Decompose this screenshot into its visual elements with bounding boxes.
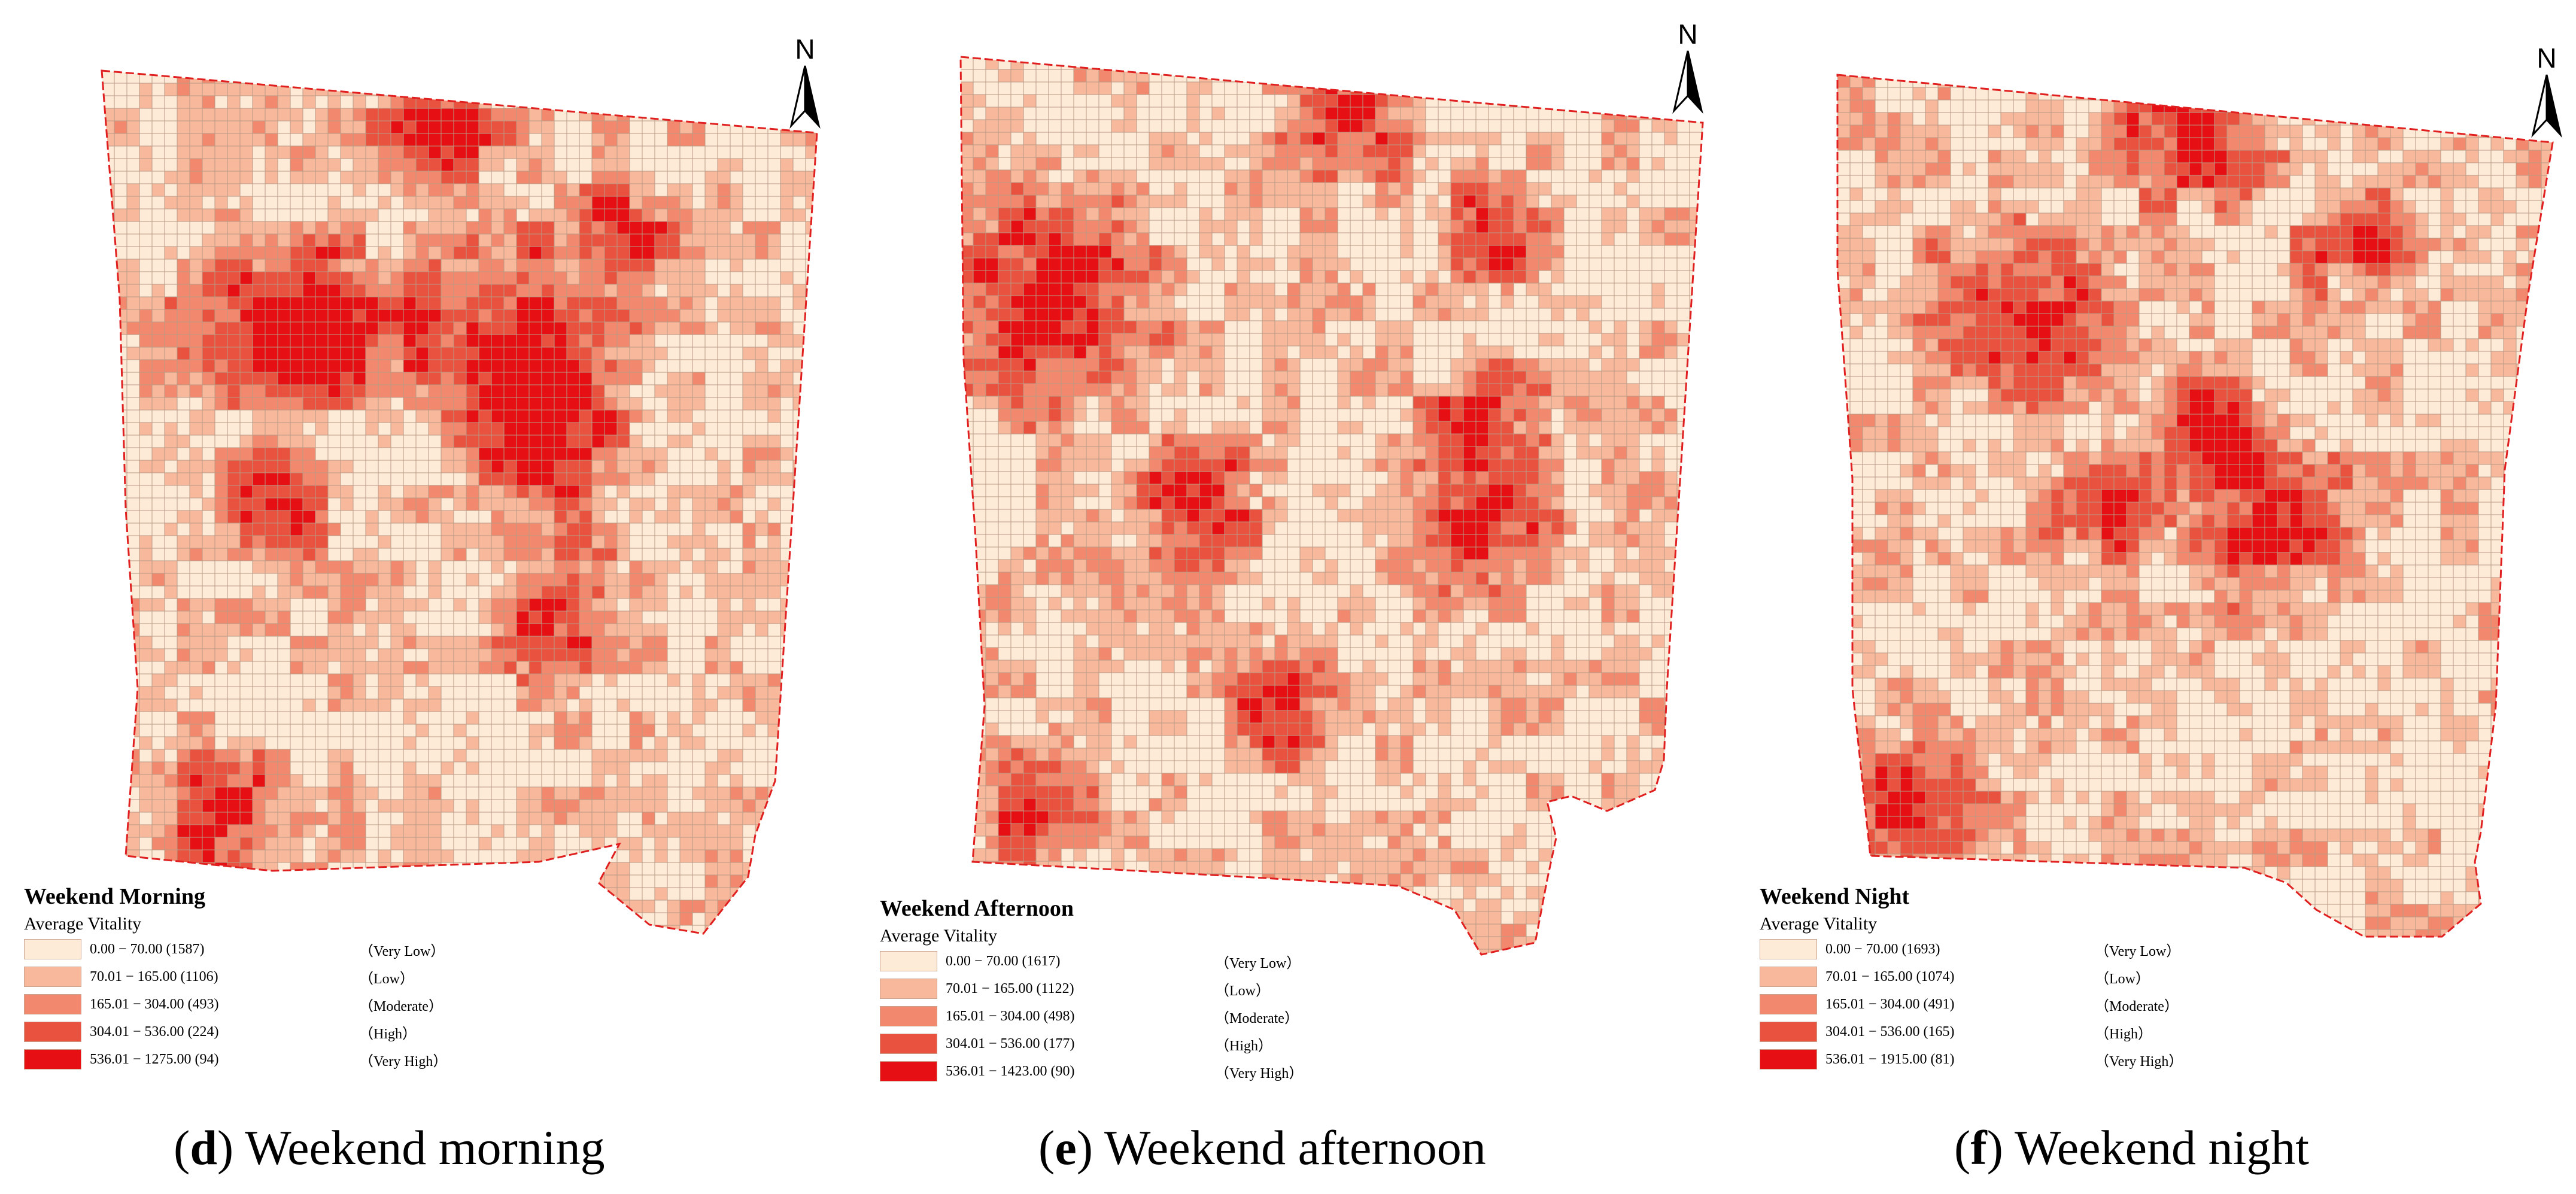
legend-row-high: 304.01 − 536.00 (224) （High） <box>24 1018 479 1046</box>
legend-row-moderate: 165.01 − 304.00 (493) （Moderate） <box>24 991 479 1018</box>
legend-swatch <box>24 994 81 1014</box>
legend-class: （Moderate） <box>1215 1010 1299 1026</box>
study-area-boundary <box>959 56 1704 956</box>
north-arrow-icon: N <box>2520 42 2574 150</box>
legend-range: 536.01 − 1423.00 (90) <box>946 1063 1075 1079</box>
panel-weekend-night: N Weekend Night Average Vitality 0.00 − … <box>1718 0 2576 1194</box>
legend-class: （Very High） <box>359 1053 448 1070</box>
map-legend: Weekend Night Average Vitality 0.00 − 70… <box>1760 883 2214 1073</box>
legend-row-high: 304.01 − 536.00 (177) （High） <box>880 1030 1335 1058</box>
caption-text: Weekend morning <box>245 1120 605 1175</box>
legend-range: 0.00 − 70.00 (1693) <box>1825 941 1940 957</box>
legend-swatch <box>24 1022 81 1042</box>
legend-range: 304.01 − 536.00 (177) <box>946 1035 1075 1052</box>
legend-range: 165.01 − 304.00 (498) <box>946 1008 1075 1024</box>
map-legend: Weekend Morning Average Vitality 0.00 − … <box>24 883 479 1073</box>
panel-weekend-morning: N Weekend Morning Average Vitality 0.00 … <box>0 0 858 1194</box>
legend-row-moderate: 165.01 − 304.00 (498) （Moderate） <box>880 1002 1335 1030</box>
legend-range: 536.01 − 1915.00 (81) <box>1825 1051 1955 1067</box>
legend-subtitle: Average Vitality <box>24 914 142 934</box>
legend-range: 70.01 − 165.00 (1106) <box>90 968 218 985</box>
grid-cells <box>961 57 1703 955</box>
legend-swatch <box>1760 1022 1817 1042</box>
north-label: N <box>1678 19 1698 50</box>
legend-class: （Moderate） <box>359 998 443 1014</box>
legend-subtitle: Average Vitality <box>1760 914 1878 934</box>
legend-row-very-low: 0.00 − 70.00 (1617) （Very Low） <box>880 947 1335 975</box>
legend-class: （High） <box>2095 1026 2152 1042</box>
legend-subtitle: Average Vitality <box>880 926 998 946</box>
legend-title: Weekend Morning <box>24 884 205 909</box>
grid-cells <box>102 71 817 934</box>
legend-class: （Very Low） <box>359 943 445 959</box>
legend-swatch <box>1760 1049 1817 1070</box>
north-arrow-icon: N <box>778 33 832 141</box>
legend-row-low: 70.01 − 165.00 (1074) （Low） <box>1760 963 2214 991</box>
legend-range: 165.01 − 304.00 (491) <box>1825 996 1955 1012</box>
legend-range: 304.01 − 536.00 (165) <box>1825 1023 1955 1040</box>
legend-swatch <box>1760 994 1817 1014</box>
map-legend: Weekend Afternoon Average Vitality 0.00 … <box>880 895 1335 1085</box>
legend-swatch <box>880 1006 937 1026</box>
legend-title: Weekend Night <box>1760 884 1910 909</box>
legend-class: （High） <box>359 1026 417 1042</box>
legend-range: 70.01 − 165.00 (1074) <box>1825 968 1955 985</box>
study-area-boundary <box>1836 74 2554 938</box>
panel-caption: (f) Weekend night <box>1954 1120 2310 1175</box>
legend-range: 0.00 − 70.00 (1587) <box>90 941 205 957</box>
legend-row-very-high: 536.01 − 1275.00 (94) （Very High） <box>24 1046 479 1073</box>
legend-row-high: 304.01 − 536.00 (165) （High） <box>1760 1018 2214 1046</box>
legend-row-very-low: 0.00 − 70.00 (1693) （Very Low） <box>1760 935 2214 963</box>
legend-swatch <box>24 1049 81 1070</box>
legend-range: 165.01 − 304.00 (493) <box>90 996 219 1012</box>
legend-class: （Moderate） <box>2095 998 2179 1014</box>
legend-range: 536.01 − 1275.00 (94) <box>90 1051 219 1067</box>
panel-weekend-afternoon: N Weekend Afternoon Average Vitality 0.0… <box>859 0 1717 1194</box>
legend-row-very-high: 536.01 − 1423.00 (90) （Very High） <box>880 1058 1335 1085</box>
legend-class: （Very High） <box>1215 1065 1304 1081</box>
caption-text: Weekend night <box>2014 1120 2310 1175</box>
legend-class: （Very Low） <box>1215 955 1301 971</box>
legend-row-low: 70.01 − 165.00 (1122) （Low） <box>880 975 1335 1002</box>
caption-letter: d <box>190 1120 217 1175</box>
legend-class: （Low） <box>2095 971 2150 987</box>
legend-swatch <box>24 967 81 987</box>
vitality-grid-map <box>101 69 818 935</box>
legend-class: （Very High） <box>2095 1053 2183 1070</box>
vitality-grid-map <box>1836 74 2554 938</box>
legend-row-very-low: 0.00 − 70.00 (1587) （Very Low） <box>24 935 479 963</box>
panel-caption: (d) Weekend morning <box>174 1120 605 1175</box>
legend-swatch <box>24 939 81 959</box>
legend-row-very-high: 536.01 − 1915.00 (81) （Very High） <box>1760 1046 2214 1073</box>
legend-swatch <box>1760 967 1817 987</box>
legend-swatch <box>880 1061 937 1081</box>
grid-cells <box>1837 75 2553 937</box>
panel-caption: (e) Weekend afternoon <box>1038 1120 1486 1175</box>
legend-range: 0.00 − 70.00 (1617) <box>946 953 1061 969</box>
legend-swatch <box>880 979 937 999</box>
vitality-grid-map <box>959 56 1704 956</box>
legend-swatch <box>1760 939 1817 959</box>
legend-title: Weekend Afternoon <box>880 896 1074 921</box>
caption-letter: e <box>1055 1120 1077 1175</box>
study-area-boundary <box>101 69 818 935</box>
caption-letter: f <box>1970 1120 1987 1175</box>
legend-row-low: 70.01 − 165.00 (1106) （Low） <box>24 963 479 991</box>
caption-text: Weekend afternoon <box>1104 1120 1486 1175</box>
legend-range: 70.01 − 165.00 (1122) <box>946 980 1074 996</box>
legend-class: （Low） <box>359 971 414 987</box>
north-label: N <box>2536 42 2557 74</box>
legend-class: （High） <box>1215 1038 1272 1054</box>
legend-swatch <box>880 951 937 971</box>
legend-swatch <box>880 1034 937 1054</box>
legend-range: 304.01 − 536.00 (224) <box>90 1023 219 1040</box>
north-label: N <box>795 34 815 65</box>
legend-class: （Very Low） <box>2095 943 2181 959</box>
legend-class: （Low） <box>1215 983 1270 999</box>
north-arrow-icon: N <box>1661 18 1715 126</box>
legend-row-moderate: 165.01 − 304.00 (491) （Moderate） <box>1760 991 2214 1018</box>
